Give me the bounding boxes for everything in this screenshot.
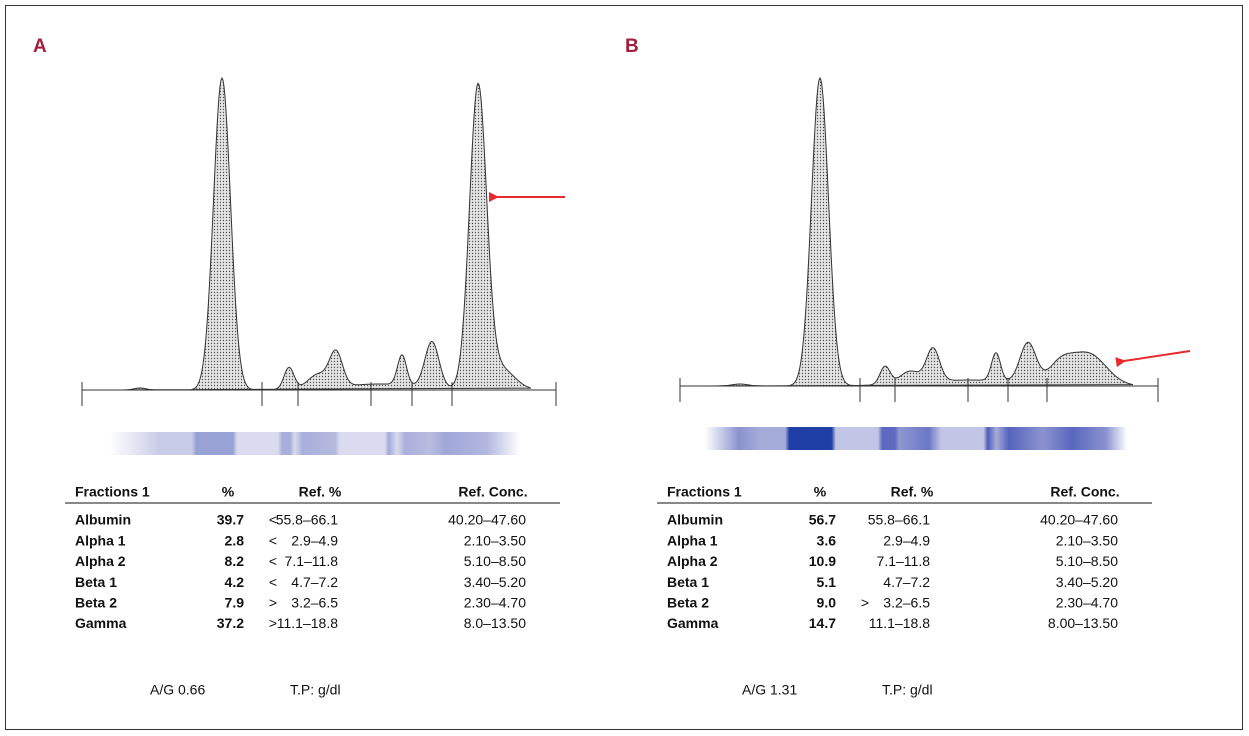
column-header: Ref. % bbox=[891, 484, 934, 500]
panel-label: B bbox=[625, 36, 639, 57]
trace bbox=[107, 78, 531, 390]
percent: 3.6 bbox=[817, 532, 837, 548]
ref-percent: 4.7–7.2 bbox=[291, 574, 338, 590]
ref-conc: 2.10–3.50 bbox=[1056, 532, 1118, 548]
fraction-name: Beta 1 bbox=[667, 574, 709, 590]
ref-conc: 8.00–13.50 bbox=[1048, 615, 1118, 631]
percent: 5.1 bbox=[817, 574, 837, 590]
ref-percent: 3.2–6.5 bbox=[883, 595, 930, 611]
fraction-name: Gamma bbox=[75, 615, 127, 631]
fraction-name: Beta 2 bbox=[75, 595, 117, 611]
percent: 2.8 bbox=[225, 532, 245, 548]
flag: < bbox=[269, 574, 277, 590]
percent: 14.7 bbox=[809, 615, 836, 631]
column-header: % bbox=[814, 484, 827, 500]
ref-conc: 8.0–13.50 bbox=[464, 615, 526, 631]
percent: 4.2 bbox=[225, 574, 245, 590]
percent: 8.2 bbox=[225, 553, 245, 569]
ref-percent: 3.2–6.5 bbox=[291, 595, 338, 611]
flag: > bbox=[861, 595, 869, 611]
column-header: Fractions 1 bbox=[667, 484, 742, 500]
fraction-name: Alpha 2 bbox=[667, 553, 718, 569]
flag: < bbox=[269, 532, 277, 548]
column-header: % bbox=[222, 484, 235, 500]
column-header: Fractions 1 bbox=[75, 484, 150, 500]
arrow bbox=[1124, 351, 1190, 361]
percent: 39.7 bbox=[217, 512, 244, 528]
fraction-name: Albumin bbox=[667, 512, 723, 528]
ref-conc: 5.10–8.50 bbox=[464, 553, 526, 569]
fraction-name: Alpha 1 bbox=[667, 532, 718, 548]
fraction-name: Alpha 1 bbox=[75, 532, 126, 548]
flag: < bbox=[269, 553, 277, 569]
ref-percent: 4.7–7.2 bbox=[883, 574, 930, 590]
gel-band bbox=[110, 432, 520, 455]
figure: A Fractions 1% Ref. % Ref. Conc. Albumin 39.7… bbox=[0, 0, 1249, 736]
ref-conc: 5.10–8.50 bbox=[1056, 553, 1118, 569]
gel-band bbox=[705, 427, 1127, 450]
column-header: Ref. % bbox=[299, 484, 342, 500]
ref-conc: 2.30–4.70 bbox=[464, 595, 526, 611]
flag: > bbox=[269, 595, 277, 611]
column-header: Ref. Conc. bbox=[1050, 484, 1119, 500]
ref-percent: 55.8–66.1 bbox=[868, 512, 930, 528]
ref-conc: 40.20–47.60 bbox=[448, 512, 526, 528]
ref-percent: 2.9–4.9 bbox=[291, 532, 338, 548]
percent: 9.0 bbox=[817, 595, 837, 611]
ref-conc: 2.10–3.50 bbox=[464, 532, 526, 548]
ref-conc: 3.40–5.20 bbox=[464, 574, 526, 590]
percent: 56.7 bbox=[809, 512, 836, 528]
ref-conc: 40.20–47.60 bbox=[1040, 512, 1118, 528]
percent: 7.9 bbox=[225, 595, 245, 611]
fraction-name: Beta 1 bbox=[75, 574, 117, 590]
total-protein: T.P: g/dl bbox=[882, 682, 933, 698]
ref-conc: 2.30–4.70 bbox=[1056, 595, 1118, 611]
ref-percent: 11.1–18.8 bbox=[869, 615, 930, 631]
total-protein: T.P: g/dl bbox=[290, 682, 341, 698]
ref-percent: 11.1–18.8 bbox=[277, 615, 338, 631]
trace bbox=[705, 78, 1133, 386]
fraction-name: Alpha 2 bbox=[75, 553, 126, 569]
percent: 37.2 bbox=[217, 615, 244, 631]
fraction-name: Gamma bbox=[667, 615, 719, 631]
fraction-name: Albumin bbox=[75, 512, 131, 528]
panel-label: A bbox=[33, 36, 47, 57]
ref-percent: 7.1–11.8 bbox=[285, 553, 339, 569]
ref-conc: 3.40–5.20 bbox=[1056, 574, 1118, 590]
percent: 10.9 bbox=[809, 553, 836, 569]
ag-ratio: A/G 0.66 bbox=[150, 682, 205, 698]
ref-percent: 7.1–11.8 bbox=[877, 553, 931, 569]
ref-percent: 2.9–4.9 bbox=[883, 532, 930, 548]
ref-percent: 55.8–66.1 bbox=[276, 512, 338, 528]
fraction-name: Beta 2 bbox=[667, 595, 709, 611]
column-header: Ref. Conc. bbox=[458, 484, 527, 500]
ag-ratio: A/G 1.31 bbox=[742, 682, 797, 698]
